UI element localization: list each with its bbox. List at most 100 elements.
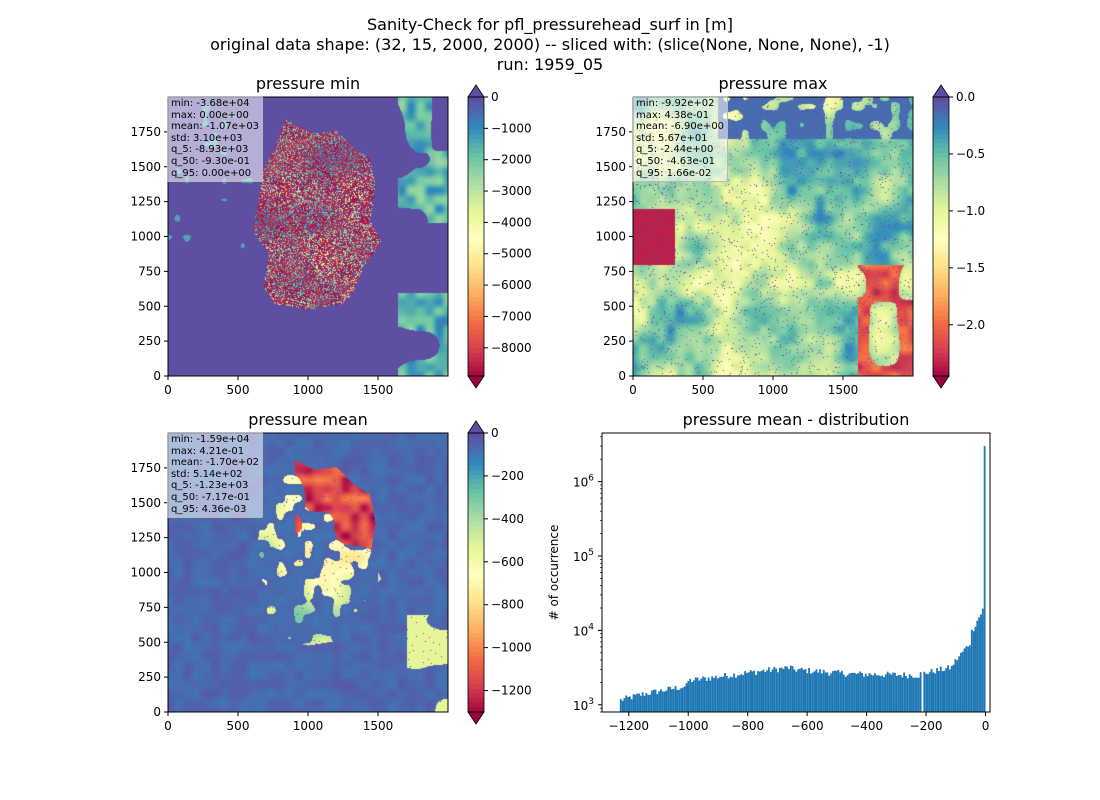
- y-tick-label: 1250: [595, 195, 626, 209]
- histogram-bar: [822, 669, 825, 712]
- colorbar-segment: [468, 656, 484, 662]
- x-tick-label: 500: [227, 719, 250, 733]
- y-tick-label: 1750: [130, 461, 161, 475]
- x-tick-label: −1000: [668, 719, 709, 733]
- y-tick-label: 1500: [130, 160, 161, 174]
- colorbar-segment: [468, 124, 484, 131]
- histogram-bar: [972, 631, 975, 712]
- histogram-bar: [660, 689, 662, 712]
- histogram-bar: [733, 673, 736, 712]
- histogram-bar: [833, 670, 836, 712]
- stats-line: q_95: 1.66e-02: [636, 167, 712, 179]
- histogram-bar: [943, 670, 946, 712]
- histogram-bar: [621, 700, 624, 712]
- colorbar-segment: [468, 628, 484, 634]
- colorbar-segment: [468, 516, 484, 522]
- histogram-bar: [771, 669, 774, 712]
- colorbar-segment: [933, 124, 949, 131]
- histogram-bar: [789, 665, 792, 712]
- histogram-bar: [831, 671, 834, 712]
- colorbar-segment: [468, 470, 484, 476]
- colorbar-segment: [933, 203, 949, 210]
- colorbar-segment: [933, 250, 949, 256]
- histogram-bar: [939, 666, 942, 712]
- colorbar-segment: [933, 190, 949, 196]
- colorbar-segment: [468, 698, 484, 704]
- histogram-bar: [914, 677, 917, 712]
- colorbar-segment: [468, 679, 484, 685]
- histogram-bar: [835, 670, 838, 712]
- histogram-bar: [762, 669, 765, 712]
- colorbar-segment: [468, 245, 484, 252]
- colorbar-segment: [933, 166, 949, 172]
- histogram-bar: [910, 675, 913, 712]
- histogram-bar: [756, 671, 759, 712]
- colorbar-segment: [468, 357, 484, 363]
- colorbar-segment: [468, 171, 484, 177]
- colorbar-tick-label: −400: [491, 512, 524, 526]
- colorbar-segment: [933, 101, 949, 107]
- colorbar-segment: [468, 134, 484, 140]
- colorbar-segment: [933, 97, 949, 103]
- colorbar-tick-label: −2000: [491, 153, 532, 167]
- histogram-bar: [746, 672, 748, 712]
- stats-line: q_5: -1.23e+03: [171, 480, 249, 492]
- histogram-bar: [923, 671, 926, 712]
- colorbar-segment: [933, 287, 949, 293]
- stats-box: min: -3.68e+04 max: 0.00e+00 mean: -1.07e+…: [167, 96, 264, 183]
- y-tick-label: 104: [573, 622, 594, 638]
- colorbar-tick-label: 0: [491, 426, 499, 440]
- y-tick-label: 1250: [130, 531, 161, 545]
- histogram-bar: [694, 677, 697, 712]
- x-tick-label: 0: [164, 719, 172, 733]
- histogram-bar: [729, 676, 732, 712]
- histogram-bar: [916, 677, 918, 712]
- y-tick-label: 250: [603, 334, 626, 348]
- x-tick-label: −600: [791, 719, 824, 733]
- histogram-bar: [654, 689, 657, 712]
- colorbar-segment: [468, 120, 484, 126]
- histogram-bar: [786, 666, 789, 712]
- histogram-bar: [727, 678, 730, 712]
- histogram-bar: [808, 667, 811, 712]
- colorbar-segment: [468, 203, 484, 210]
- colorbar-segment: [468, 213, 484, 219]
- histogram-bar: [917, 677, 920, 712]
- colorbar-segment: [468, 283, 484, 289]
- colorbar-segment: [933, 208, 949, 214]
- histogram-bar: [791, 666, 794, 712]
- histogram-bar: [778, 667, 781, 712]
- colorbar-segment: [468, 632, 484, 639]
- colorbar-segment: [468, 623, 484, 629]
- colorbar-segment: [933, 315, 949, 321]
- histogram-bar: [813, 671, 816, 712]
- stats-line: q_50: -4.63e-01: [636, 155, 715, 167]
- colorbar-segment: [933, 292, 949, 298]
- histogram-bar: [894, 672, 896, 712]
- colorbar-segment: [468, 315, 484, 321]
- colorbar-segment: [933, 185, 949, 191]
- colorbar-segment: [468, 544, 484, 550]
- colorbar-segment: [933, 329, 949, 335]
- histogram-bar: [691, 682, 693, 712]
- histogram-bar: [777, 672, 779, 712]
- colorbar-segment: [468, 442, 484, 448]
- colorbar-segment: [468, 152, 484, 159]
- colorbar-segment: [933, 152, 949, 159]
- histogram-bar: [956, 660, 959, 712]
- colorbar-segment: [468, 595, 484, 601]
- histogram-bar: [650, 690, 653, 712]
- histogram-bar: [623, 698, 626, 712]
- histogram-bar: [802, 669, 805, 712]
- colorbar-tick-label: −1.0: [956, 204, 985, 218]
- colorbar-frame: [932, 96, 950, 377]
- colorbar-segment: [933, 301, 949, 307]
- colorbar-segment: [468, 646, 484, 653]
- colorbar-segment: [468, 208, 484, 214]
- colorbar-segment: [468, 306, 484, 312]
- panel-title: pressure mean - distribution: [683, 410, 910, 429]
- histogram-bar: [881, 675, 884, 712]
- stats-line: mean: -6.90e+00: [636, 121, 725, 133]
- stats-line: q_50: -7.17e-01: [171, 491, 250, 503]
- colorbar-segment: [468, 166, 484, 172]
